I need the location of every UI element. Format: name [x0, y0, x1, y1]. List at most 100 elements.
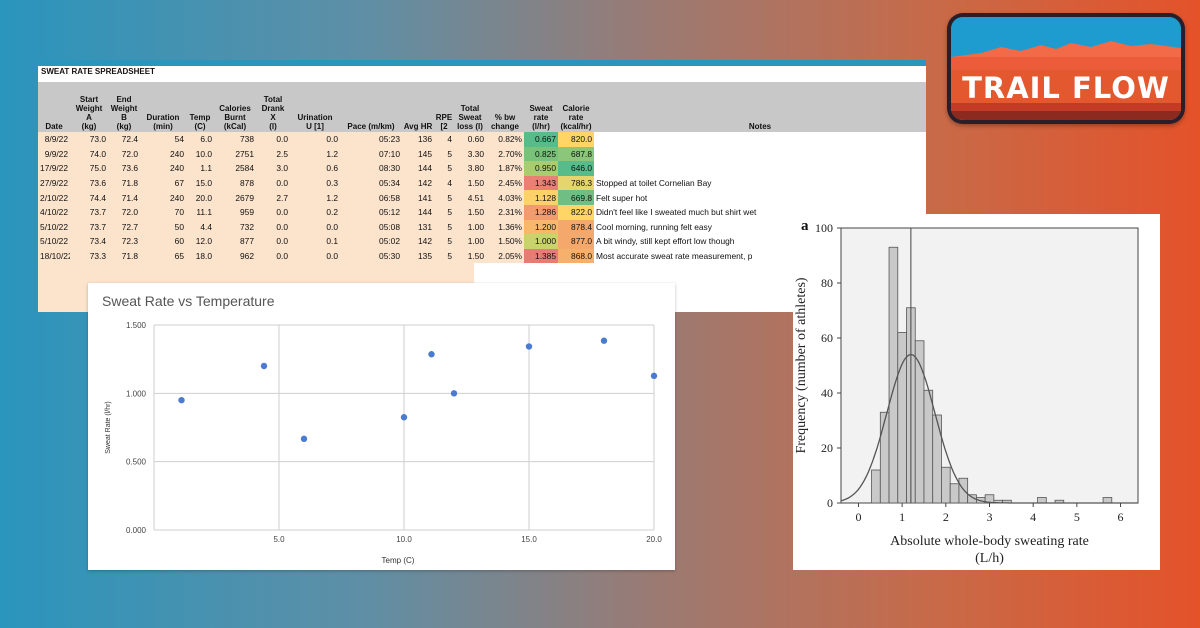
table-cell-hr: 142 [402, 234, 434, 249]
table-cell-notes [594, 132, 926, 147]
x-tick-label: 4 [1030, 510, 1036, 524]
table-cell-calrate: 687.8 [558, 146, 594, 162]
table-cell-urin: 0.0 [290, 248, 340, 264]
table-cell-urin: 0.1 [290, 234, 340, 249]
y-tick-label: 40 [821, 386, 833, 400]
x-tick-label: 20.0 [646, 535, 662, 544]
table-cell-urin: 0.2 [290, 204, 340, 220]
table-cell-urin: 1.2 [290, 190, 340, 205]
y-axis-label: Frequency (number of athletes) [794, 277, 809, 453]
table-cell-bw: 1.36% [486, 219, 524, 235]
table-cell-calrate: 877.0 [558, 234, 594, 249]
y-tick-label: 1.500 [126, 321, 147, 330]
table-cell-date: 18/10/22 [38, 248, 70, 264]
table-cell-start: 74.0 [70, 146, 108, 162]
table-cell-drank: 0.0 [256, 132, 290, 147]
table-cell-dur: 240 [140, 161, 186, 176]
normal-fit-curve [840, 353, 1138, 504]
table-cell-dur: 70 [140, 204, 186, 220]
table-cell-end: 72.0 [108, 204, 140, 220]
table-cell-rpe: 5 [434, 219, 454, 235]
sheet-top-bar [38, 60, 926, 66]
table-cell-date: 2/10/22 [38, 190, 70, 205]
y-tick-label: 0 [827, 496, 833, 510]
y-tick-label: 20 [821, 441, 833, 455]
column-header: % bw change [486, 82, 524, 132]
table-cell-rate: 1.200 [524, 219, 558, 235]
table-cell-notes [594, 146, 926, 162]
table-cell-bw: 1.87% [486, 161, 524, 176]
table-cell-rate: 0.950 [524, 161, 558, 176]
table-cell-drank: 3.0 [256, 161, 290, 176]
table-cell-dur: 240 [140, 190, 186, 205]
y-tick-label: 60 [821, 331, 833, 345]
table-cell-urin: 0.6 [290, 161, 340, 176]
table-cell-end: 71.8 [108, 175, 140, 191]
table-cell-temp: 15.0 [186, 175, 214, 191]
histogram-bar [949, 483, 960, 504]
table-cell-hr: 131 [402, 219, 434, 235]
y-tick-label: 0.500 [126, 458, 147, 467]
table-cell-pace: 06:58 [340, 190, 402, 205]
column-header: End Weight B (kg) [108, 82, 140, 132]
table-cell-rpe: 5 [434, 248, 454, 264]
column-header: Calories Burnt (kCal) [214, 82, 256, 132]
table-row: 8/9/22 73.0 72.4 54 6.0 738 0.0 0.0 05:23 136 4 0.6… [38, 132, 926, 147]
sweating-rate-histogram: 0 20 40 60 80 100 0 1 2 3 4 5 6 a Absolute whole-body … [793, 214, 1160, 570]
table-cell-end: 71.4 [108, 190, 140, 205]
table-cell-loss: 1.50 [454, 175, 486, 191]
table-cell-end: 72.0 [108, 146, 140, 162]
table-cell-cal: 2584 [214, 161, 256, 176]
histogram-bar [1037, 497, 1047, 504]
table-cell-drank: 2.5 [256, 146, 290, 162]
scatter-point [600, 337, 608, 344]
scatter-point [428, 351, 435, 358]
table-cell-rate: 1.000 [524, 234, 558, 249]
scatter-point [178, 396, 185, 404]
table-cell-dur: 60 [140, 234, 186, 249]
table-cell-urin: 1.2 [290, 146, 340, 162]
x-tick-label: 6 [1118, 510, 1124, 524]
table-cell-dur: 65 [140, 248, 186, 264]
x-tick-label: 1 [899, 510, 905, 524]
table-cell-hr: 144 [402, 161, 434, 176]
x-tick-label: 0 [855, 510, 861, 524]
table-cell-temp: 4.4 [186, 219, 214, 235]
histogram-bar [871, 469, 881, 504]
table-cell-urin: 0.0 [290, 219, 340, 235]
column-header: Notes [594, 82, 926, 132]
table-cell-calrate: 820.0 [558, 132, 594, 147]
table-cell-temp: 18.0 [186, 248, 214, 264]
table-cell-temp: 1.1 [186, 161, 214, 176]
scatter-point [300, 435, 308, 443]
panel-label: a [801, 218, 809, 234]
table-cell-calrate: 822.0 [558, 204, 594, 220]
table-cell-notes: Felt super hot [594, 190, 926, 205]
sweat-rate-table: Date Start Weight A (kg) End Weight B (kg)… [38, 82, 926, 264]
table-cell-start: 75.0 [70, 161, 108, 176]
table-cell-date: 27/9/22 [38, 175, 70, 191]
x-tick-label: 5 [1074, 510, 1080, 524]
table-cell-bw: 4.03% [486, 190, 524, 205]
chart-title: Sweat Rate vs Temperature [102, 293, 275, 309]
table-cell-bw: 2.70% [486, 146, 524, 162]
table-cell-rpe: 5 [434, 146, 454, 162]
table-row: 27/9/22 73.6 71.8 67 15.0 878 0.0 0.3 05:34 142 4 1… [38, 175, 926, 191]
sweat-rate-spreadsheet: SWEAT RATE SPREADSHEET Date Start Weight … [38, 60, 926, 312]
table-cell-date: 5/10/22 [38, 219, 70, 235]
table-cell-loss: 1.00 [454, 234, 486, 249]
x-axis-label: Absolute whole-body sweating rate [890, 534, 1089, 549]
table-cell-calrate: 669.8 [558, 190, 594, 205]
table-cell-end: 72.3 [108, 234, 140, 249]
table-cell-bw: 2.45% [486, 175, 524, 191]
table-cell-date: 5/10/22 [38, 234, 70, 249]
table-cell-notes: Stopped at toilet Cornelian Bay [594, 175, 926, 191]
table-cell-rpe: 4 [434, 132, 454, 147]
x-tick-label: 3 [987, 510, 993, 524]
table-cell-pace: 05:34 [340, 175, 402, 191]
table-cell-cal: 732 [214, 219, 256, 235]
scatter-plot-svg: 0.000 0.500 1.000 1.500 5.0 10.0 15.0 20.0 Temp … [105, 321, 662, 565]
table-cell-end: 72.4 [108, 132, 140, 147]
table-cell-bw: 2.05% [486, 248, 524, 264]
column-header: Start Weight A (kg) [70, 82, 108, 132]
